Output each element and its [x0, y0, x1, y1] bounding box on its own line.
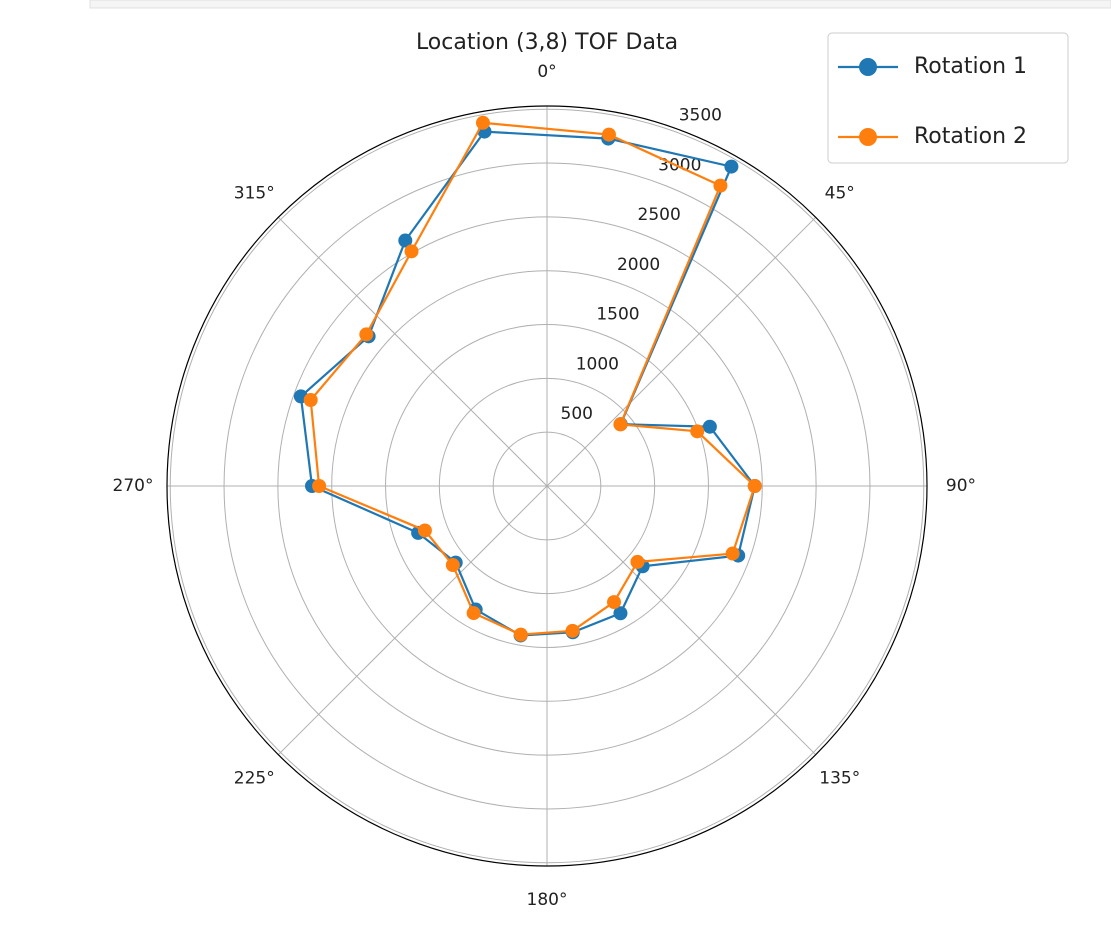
r-tick-label: 500 — [561, 404, 593, 424]
theta-grid-line — [546, 485, 817, 756]
series-marker — [613, 417, 628, 432]
r-grid-line — [331, 270, 763, 702]
series-marker — [690, 424, 705, 439]
r-tick-label: 1000 — [576, 354, 619, 374]
r-grid-line — [277, 216, 817, 756]
r-tick-label: 2500 — [638, 205, 681, 225]
r-tick-label: 1500 — [596, 305, 639, 325]
r-tick-label: 2000 — [617, 255, 660, 275]
theta-tick-label: 225° — [234, 769, 275, 789]
legend-marker — [859, 58, 877, 76]
legend-label: Rotation 1 — [914, 54, 1027, 79]
series-marker — [747, 479, 762, 493]
r-grid-line — [438, 377, 656, 595]
theta-grid-line — [277, 485, 548, 756]
series-marker — [565, 623, 580, 638]
legend-marker — [859, 128, 877, 146]
legend-box — [827, 32, 1069, 164]
series-marker — [613, 606, 628, 621]
theta-tick-label: 270° — [113, 476, 154, 496]
r-grid-line — [223, 162, 871, 810]
polar-frame — [166, 105, 928, 867]
theta-tick-label: 0° — [537, 62, 556, 82]
theta-tick-label: 135° — [819, 769, 860, 789]
series-marker — [398, 233, 413, 248]
series-marker — [475, 115, 490, 130]
r-tick-label: 3500 — [679, 106, 722, 126]
series-marker — [359, 327, 374, 342]
series-marker — [724, 159, 739, 174]
chart-title: Location (3,8) TOF Data — [416, 30, 678, 55]
theta-tick-label: 90° — [946, 476, 976, 496]
theta-grid-line — [546, 216, 817, 487]
theta-tick-label: 315° — [234, 183, 275, 203]
series-marker — [312, 479, 327, 493]
series-marker — [417, 523, 432, 538]
r-grid-line — [385, 324, 709, 648]
series-marker — [445, 558, 460, 573]
series-line — [309, 121, 757, 636]
series-marker — [630, 554, 645, 569]
series-line — [299, 130, 756, 637]
theta-tick-label: 45° — [825, 183, 855, 203]
r-tick-label: 3000 — [658, 155, 701, 175]
series-marker — [404, 244, 419, 259]
series-marker — [601, 127, 616, 142]
legend-label: Rotation 2 — [914, 124, 1027, 149]
theta-grid-line — [277, 216, 548, 487]
cell-edge — [89, 0, 1111, 9]
series-marker — [607, 595, 622, 610]
series-marker — [466, 606, 481, 621]
series-marker — [303, 392, 318, 407]
series-marker — [513, 627, 528, 642]
series-marker — [725, 546, 740, 561]
theta-tick-label: 180° — [527, 890, 568, 910]
r-grid-line — [169, 108, 925, 864]
series-marker — [702, 419, 717, 434]
series-marker — [713, 178, 728, 193]
r-grid-line — [492, 431, 602, 541]
